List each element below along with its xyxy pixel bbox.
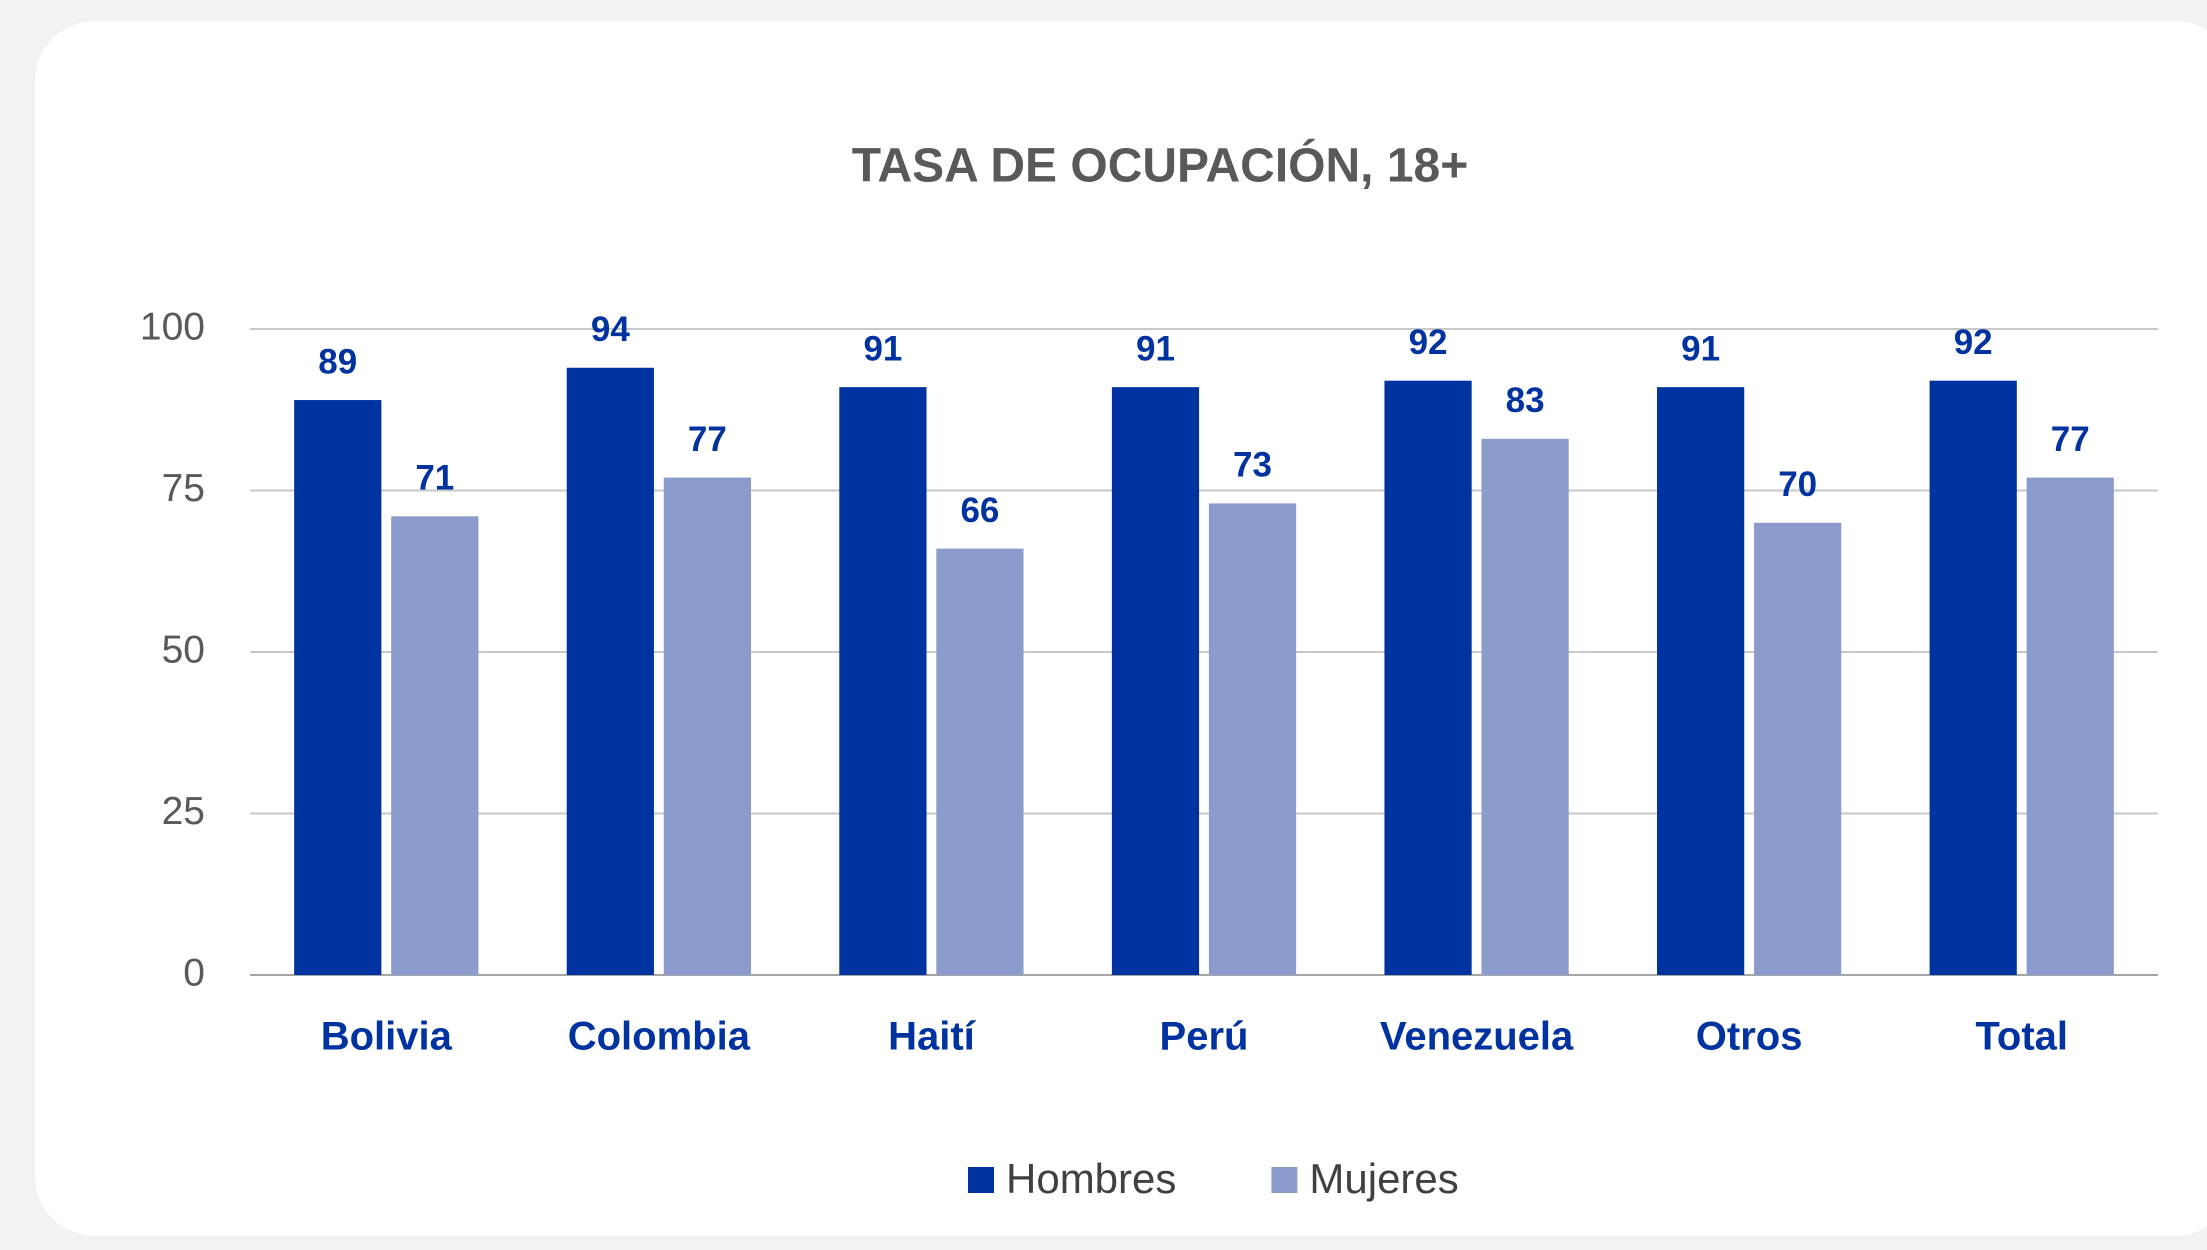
value-label: 94 [591, 310, 630, 349]
bar [1208, 503, 1297, 975]
chart-title: TASA DE OCUPACIÓN, 18+ [852, 138, 1469, 193]
value-label: 91 [1681, 329, 1720, 368]
legend-swatch [968, 1167, 994, 1193]
legend-label: Hombres [1006, 1155, 1176, 1202]
bar [391, 516, 479, 975]
x-tick-label: Bolivia [321, 1015, 453, 1059]
x-tick-label: Perú [1160, 1015, 1249, 1059]
value-label: 91 [863, 329, 902, 368]
bar [294, 400, 382, 975]
y-tick-label: 50 [162, 628, 205, 671]
bar [1481, 438, 1569, 975]
value-label: 92 [1409, 323, 1448, 362]
bar [1929, 380, 2017, 975]
value-label: 66 [960, 491, 999, 530]
value-label: 89 [318, 342, 357, 381]
x-tick-label: Colombia [568, 1015, 751, 1059]
value-label: 77 [2051, 420, 2090, 459]
legend-label: Mujeres [1309, 1155, 1458, 1202]
bar [663, 477, 751, 975]
value-label: 83 [1506, 381, 1545, 420]
x-tick-label: Total [1975, 1015, 2068, 1059]
x-tick-label: Haití [888, 1015, 977, 1059]
bar [2026, 477, 2114, 975]
y-tick-label: 0 [183, 951, 205, 994]
value-label: 73 [1233, 446, 1272, 485]
y-tick-label: 25 [162, 790, 205, 833]
bar [1384, 380, 1472, 975]
bar [1657, 387, 1745, 975]
value-label: 70 [1778, 465, 1817, 504]
value-label: 92 [1954, 323, 1993, 362]
bar [1111, 387, 1200, 975]
value-label: 71 [415, 459, 454, 498]
y-tick-label: 75 [162, 467, 205, 510]
bar [1754, 522, 1842, 975]
x-tick-label: Venezuela [1380, 1015, 1574, 1059]
value-label: 91 [1136, 329, 1175, 368]
value-label: 77 [688, 420, 727, 459]
bar [839, 387, 927, 975]
y-tick-label: 100 [140, 305, 205, 348]
bar [566, 367, 654, 975]
bar [936, 548, 1024, 975]
x-tick-label: Otros [1696, 1015, 1803, 1059]
legend-swatch [1271, 1167, 1298, 1193]
